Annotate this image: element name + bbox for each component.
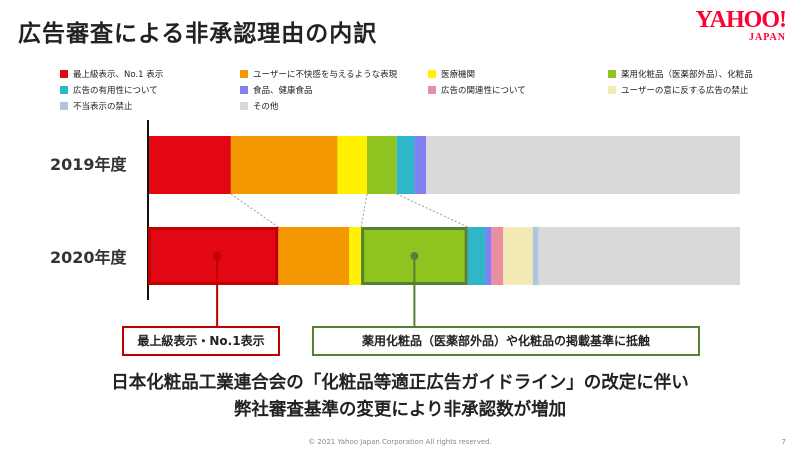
bar-segment xyxy=(414,136,427,194)
legend-item: 不当表示の禁止 xyxy=(60,100,133,112)
bar-segment xyxy=(467,227,486,285)
highlight-box-superlative xyxy=(148,227,279,285)
legend-label: ユーザーに不快感を与えるような表現 xyxy=(253,70,398,80)
bar-segment xyxy=(337,136,368,194)
page-number: 7 xyxy=(781,438,786,446)
legend-item: 最上級表示、No.1 表示 xyxy=(60,68,163,80)
legend-swatch xyxy=(608,86,616,94)
legend-swatch xyxy=(240,70,248,78)
legend-swatch xyxy=(60,102,68,110)
legend-item: ユーザーに不快感を与えるような表現 xyxy=(240,68,397,80)
legend-label: 不当表示の禁止 xyxy=(73,102,133,112)
category-label-2020: 2020年度 xyxy=(50,248,127,267)
bar-segment xyxy=(396,136,415,194)
bar-segment xyxy=(503,227,533,285)
bar-segment xyxy=(426,136,740,194)
bar-segment xyxy=(278,227,350,285)
copyright: © 2021 Yahoo Japan Corporation All right… xyxy=(308,438,492,446)
legend-label: 広告の有用性について xyxy=(73,86,158,96)
legend-label: 薬用化粧品（医薬部外品）、化粧品 xyxy=(621,70,753,80)
legend-swatch xyxy=(240,86,248,94)
legend-item: 薬用化粧品（医薬部外品）、化粧品 xyxy=(608,68,753,80)
yahoo-japan-logo: YAHOO! JAPAN xyxy=(695,7,787,43)
legend-label: 医療機関 xyxy=(441,70,476,80)
legend-item: 広告の有用性について xyxy=(60,84,158,96)
legend-item: 医療機関 xyxy=(428,68,475,80)
category-label-2019: 2019年度 xyxy=(50,155,127,174)
legend-item: その他 xyxy=(240,100,279,112)
logo-subtext: JAPAN xyxy=(748,32,786,43)
legend-swatch xyxy=(60,70,68,78)
bar-segment xyxy=(532,227,539,285)
caption-line-1: 日本化粧品工業連合会の「化粧品等適正広告ガイドライン」の改定に伴い xyxy=(111,373,689,393)
bar-segment xyxy=(538,227,740,285)
page-title: 広告審査による非承認理由の内訳 xyxy=(18,21,378,47)
legend-swatch xyxy=(240,102,248,110)
legend-label: その他 xyxy=(253,102,279,112)
logo-text: YAHOO! xyxy=(695,7,787,33)
bar-segment xyxy=(491,227,504,285)
legend-item: 広告の関連性について xyxy=(428,84,526,96)
bar-segment xyxy=(367,136,397,194)
connector-line xyxy=(396,193,468,228)
connector-line xyxy=(360,193,368,228)
legend-label: 食品、健康食品 xyxy=(253,86,313,96)
bar-segment xyxy=(349,227,362,285)
legend-swatch xyxy=(428,70,436,78)
legend-label: 広告の関連性について xyxy=(441,86,526,96)
legend-swatch xyxy=(608,70,616,78)
callout-cosmetics: 薬用化粧品（医薬部外品）や化粧品の掲載基準に抵触 xyxy=(312,326,700,356)
legend-item: 食品、健康食品 xyxy=(240,84,313,96)
stacked-bar-chart xyxy=(147,120,740,327)
legend-label: ユーザーの意に反する広告の禁止 xyxy=(621,86,749,96)
bar-segment xyxy=(148,136,231,194)
caption-line-2: 弊社審査基準の変更により非承認数が増加 xyxy=(233,400,567,420)
legend-item: ユーザーの意に反する広告の禁止 xyxy=(608,84,748,96)
bar-segment xyxy=(230,136,338,194)
legend-swatch xyxy=(60,86,68,94)
connector-line xyxy=(230,193,279,228)
legend-label: 最上級表示、No.1 表示 xyxy=(73,70,164,80)
legend-swatch xyxy=(428,86,436,94)
callout-superlative: 最上級表示・No.1表示 xyxy=(122,326,280,356)
bar-segment xyxy=(485,227,492,285)
chart-legend: 最上級表示、No.1 表示 ユーザーに不快感を与えるような表現 医療機関 薬用化… xyxy=(60,68,780,128)
